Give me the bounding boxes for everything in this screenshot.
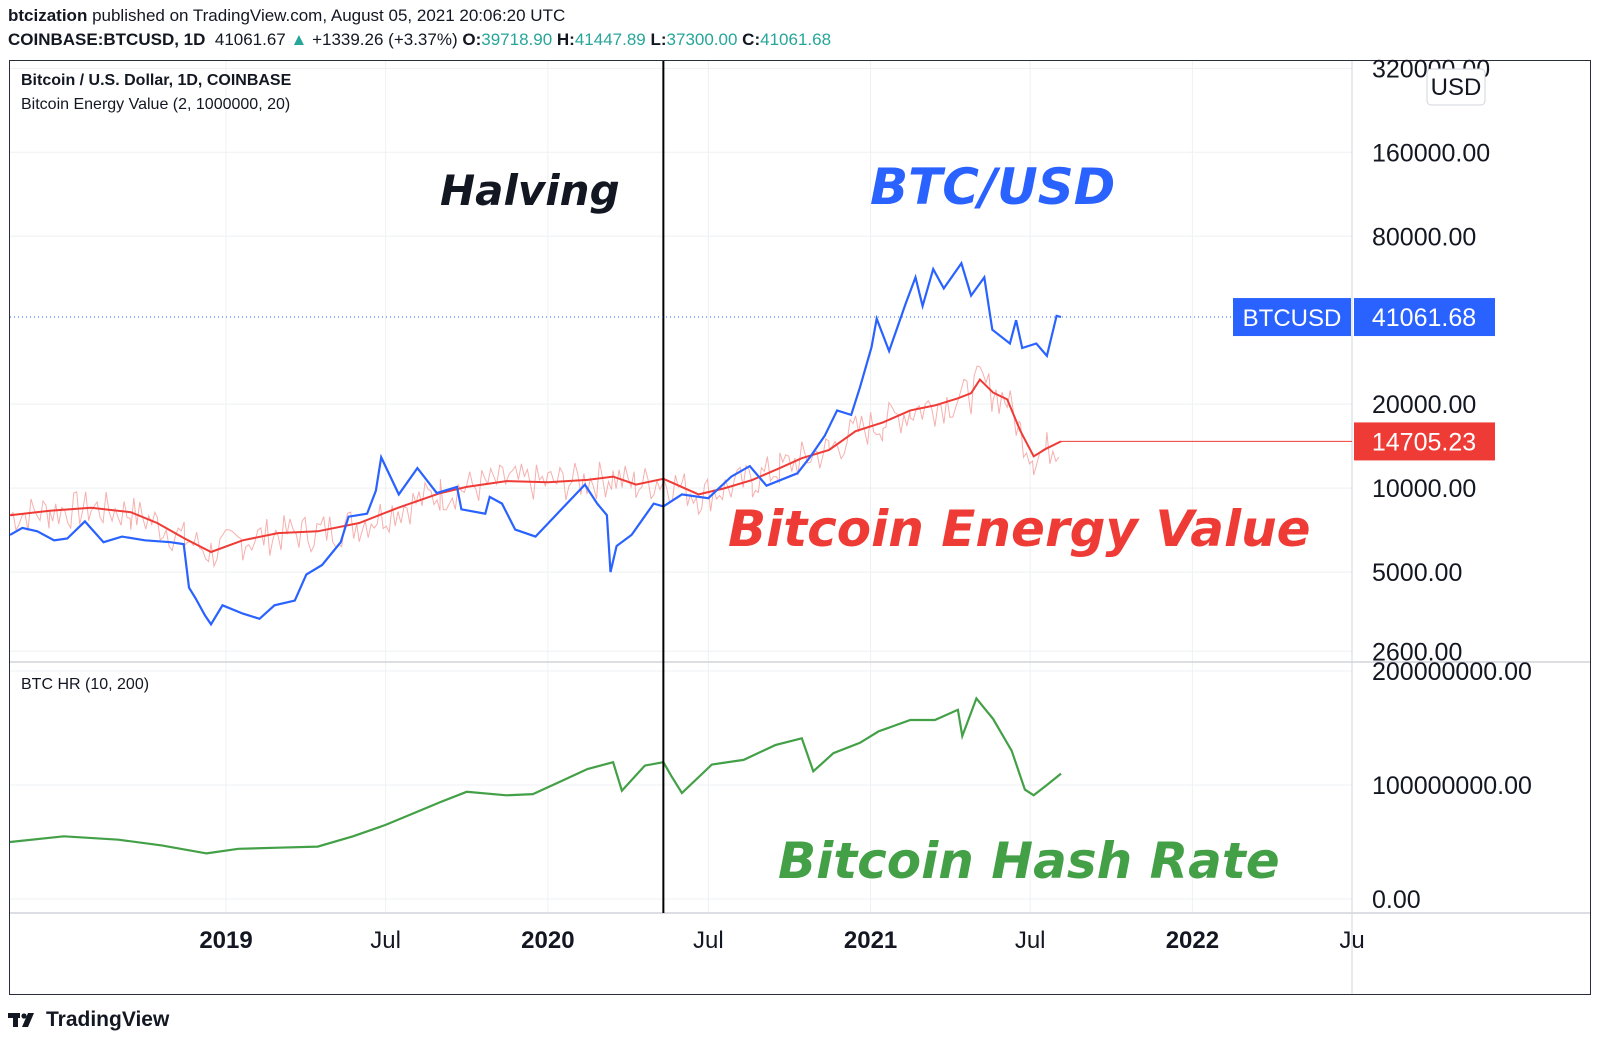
price-change: +1339.26 (+3.37%) [312,30,458,49]
close-label: C: [742,30,761,49]
high-value: 41447.89 [574,30,646,49]
hashrate-annotation: Bitcoin Hash Rate [778,832,1280,890]
tradingview-logo-icon [8,1013,34,1027]
time-axis-tick: 2020 [521,927,574,954]
tradingview-brand: TradingView [46,1008,170,1031]
grid-lines [10,61,1353,913]
price-axis-tick: 2600.00 [1372,638,1462,666]
header-publisher-line: btcization published on TradingView.com,… [8,6,565,26]
time-axis-tick: Jul [370,927,401,954]
time-axis-tick: 2021 [844,927,897,954]
hashrate-indicator-legend[interactable]: BTC HR (10, 200) [21,676,150,693]
price-axis-tick: 5000.00 [1372,559,1462,587]
hashrate-axis-tick: 200000000.00 [1372,658,1532,686]
price-axis-tick: 10000.00 [1372,475,1476,503]
high-label: H: [556,30,575,49]
time-axis-tick: Ju [1339,927,1364,954]
time-axis-tick: 2022 [1166,927,1219,954]
main-pane-title[interactable]: Bitcoin / U.S. Dollar, 1D, COINBASE [21,72,292,89]
hashrate-line [9,696,1062,855]
btc-symbol-tag-label: BTCUSD [1243,305,1342,332]
published-text: published on TradingView.com, August 05,… [87,6,566,25]
btc-price-tag [1354,298,1495,337]
price-axis-tick: 20000.00 [1372,391,1476,419]
btc-symbol-tag [1233,298,1351,337]
time-axis-tick: 2019 [199,927,252,954]
author-name[interactable]: btcization [8,6,88,25]
currency-badge-label: USD [1431,74,1482,101]
header-ohlc-line: COINBASE:BTCUSD, 1D 41061.67 ▲ +1339.26 … [8,30,831,50]
energy-annotation: Bitcoin Energy Value [728,500,1311,558]
symbol-label: COINBASE:BTCUSD, 1D [8,30,206,49]
hashrate-axis-tick: 0.00 [1372,886,1421,914]
time-axis-tick: Jul [1015,927,1046,954]
currency-badge[interactable]: USD [1426,68,1486,106]
up-arrow-icon: ▲ [290,30,308,49]
chart-frame [9,60,1591,995]
currency-badge-box [1426,68,1486,106]
halving-annotation: Halving [440,166,620,215]
last-price: 41061.67 [214,30,286,49]
open-value: 39718.90 [481,30,553,49]
tradingview-logo[interactable]: TradingView [8,1008,169,1032]
open-label: O: [462,30,482,49]
close-value: 41061.68 [760,30,832,49]
price-axis-tick: 80000.00 [1372,223,1476,251]
low-value: 37300.00 [666,30,738,49]
energy-price-tag [1354,422,1495,461]
hashrate-axis-tick: 100000000.00 [1372,772,1532,800]
price-axis-tick: 160000.00 [1372,139,1490,167]
energy-indicator-legend[interactable]: Bitcoin Energy Value (2, 1000000, 20) [21,96,291,113]
btc-price-tag-label: 41061.68 [1372,304,1476,332]
low-label: L: [650,30,667,49]
btcusd-annotation: BTC/USD [870,158,1116,216]
time-axis-tick: Jul [693,927,724,954]
energy-price-tag-label: 14705.23 [1372,428,1476,456]
btcusd-line [9,260,1062,627]
